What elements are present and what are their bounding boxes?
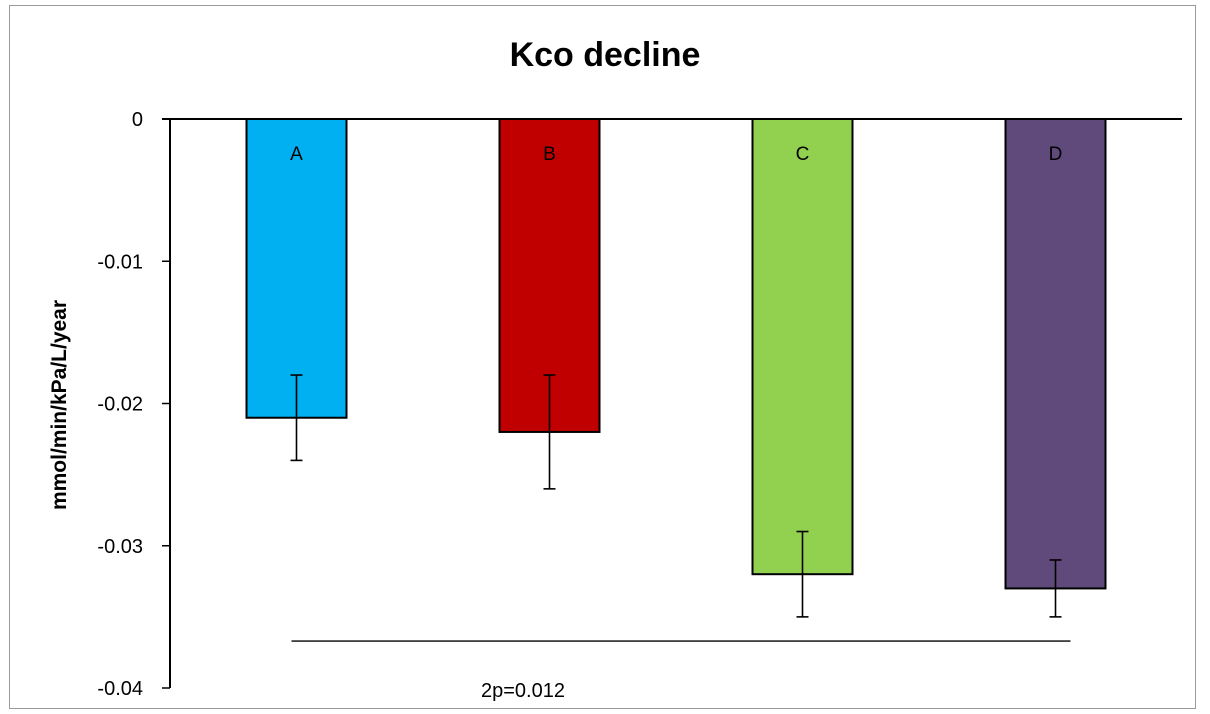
y-tick-label: -0.04 xyxy=(97,678,143,700)
category-label-d: D xyxy=(1049,144,1063,165)
y-tick-label: -0.03 xyxy=(97,536,143,558)
category-label-a: A xyxy=(290,144,303,165)
category-label-c: C xyxy=(796,144,810,165)
bar-c xyxy=(751,118,854,576)
y-tick-label: 0 xyxy=(132,109,143,131)
y-tick-label: -0.01 xyxy=(97,251,143,273)
chart-title: Kco decline xyxy=(509,36,701,74)
category-label-b: B xyxy=(543,144,556,165)
significance-label: 2p=0.012 xyxy=(481,680,565,702)
chart-frame xyxy=(9,5,1196,709)
y-tick-label: -0.02 xyxy=(97,394,143,416)
bar-d xyxy=(1004,118,1107,590)
